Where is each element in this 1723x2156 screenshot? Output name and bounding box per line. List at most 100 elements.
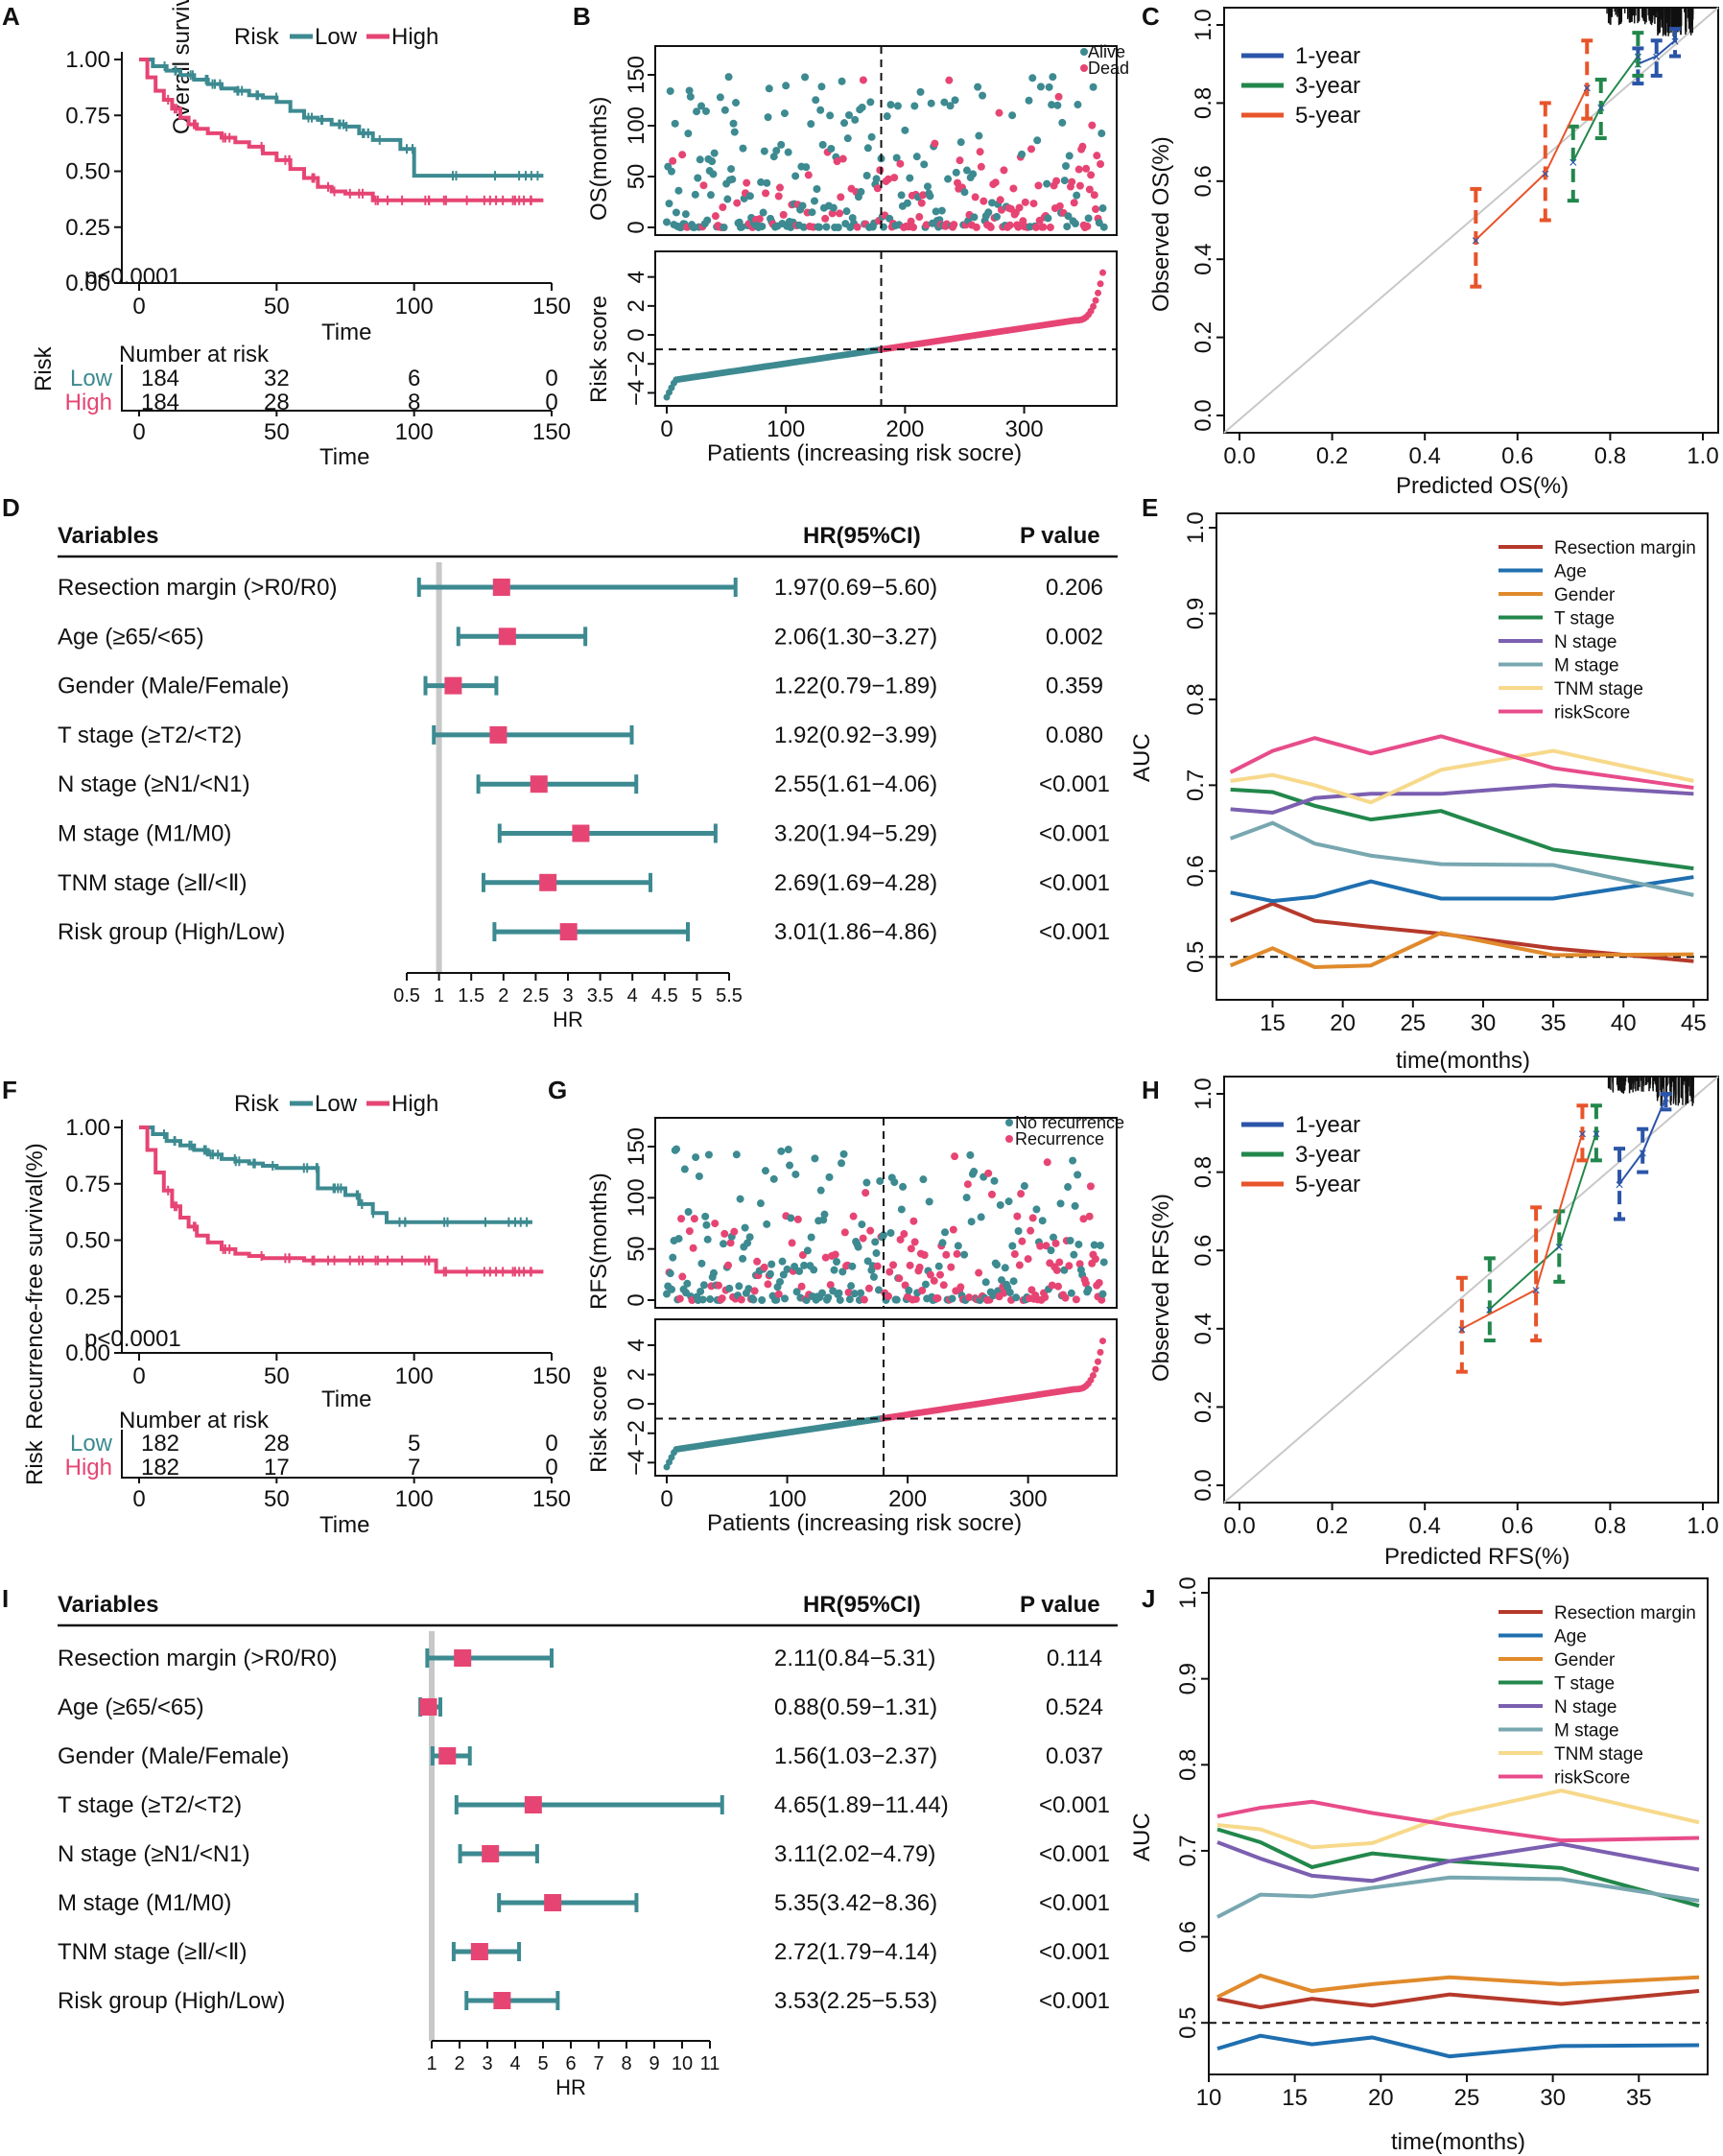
patient-dot [843, 134, 852, 143]
forest-variable-label: T stage (≥T2/<T2) [58, 1792, 242, 1818]
forest-variable-label: Resection margin (>R0/R0) [58, 575, 337, 601]
auc-line-gender [1229, 931, 1694, 970]
patient-dot [724, 1261, 733, 1269]
forest-variable-label: M stage (M1/M0) [58, 821, 231, 847]
patient-dot [879, 1231, 887, 1240]
patient-dot [866, 1226, 875, 1235]
patient-dot [962, 1194, 971, 1202]
patient-dot [1065, 1262, 1074, 1270]
patient-dot [820, 1210, 829, 1219]
calibration-point: × [1670, 34, 1679, 50]
patient-dot [701, 1212, 710, 1220]
forest-hr-marker [444, 676, 462, 695]
calibration-point: × [1531, 1283, 1540, 1299]
patient-dot [730, 1227, 739, 1236]
risk-table-xlabel: Time [319, 1512, 369, 1538]
patient-dot [1099, 223, 1108, 231]
x-tick-label: 0 [660, 416, 673, 442]
x-tick-label: 0.5 [393, 985, 420, 1007]
y-tick-label: 0.8 [1191, 87, 1216, 119]
patient-dot [791, 172, 800, 180]
patient-dot [684, 130, 693, 138]
patient-dot [763, 1220, 771, 1228]
legend-label-3-year: 3-year [1295, 73, 1360, 99]
patient-dot [922, 221, 931, 229]
x-tick-label: 1 [426, 2053, 437, 2074]
patient-dot [970, 213, 979, 222]
patient-dot [765, 84, 773, 93]
calibration-point: × [1485, 1302, 1494, 1318]
patient-dot [1071, 220, 1079, 228]
patient-dot [726, 1239, 735, 1247]
patient-dot [1053, 101, 1062, 109]
patient-dot [989, 1291, 998, 1300]
patient-dot [1090, 1241, 1098, 1249]
risk-table-title: Number at risk [119, 1408, 270, 1433]
panel-label-a: A [2, 2, 20, 31]
forest-variable-label: TNM stage (≥Ⅱ/<Ⅱ) [58, 1939, 248, 1965]
risk-table-count: 0 [545, 390, 557, 415]
patient-dot [802, 163, 811, 172]
legend-label: Resection margin [1554, 538, 1696, 558]
patient-dot [666, 86, 674, 95]
patient-dot [1074, 1171, 1082, 1179]
calibration-point: × [1652, 50, 1661, 66]
patient-dot [753, 1257, 762, 1266]
patient-dot [674, 1234, 683, 1243]
calib-xlabel: Predicted OS(%) [1396, 473, 1569, 499]
patient-dot [1055, 1258, 1064, 1267]
patient-dot [776, 1277, 785, 1286]
patient-dot [1074, 165, 1083, 174]
patient-dot [934, 1262, 943, 1270]
x-tick-label: 150 [532, 419, 571, 445]
patient-dot [769, 1174, 778, 1183]
risk-table-axes [121, 1430, 552, 1479]
legend-norecurrence-dot [1005, 1119, 1013, 1126]
risk-table-count: 184 [141, 390, 179, 415]
calibration-point: × [1592, 1126, 1600, 1143]
auc-line-riskscore [1216, 1799, 1700, 1843]
patient-dot [799, 223, 808, 231]
km-legend-title: Risk [234, 24, 280, 50]
patient-dot [1015, 1261, 1024, 1269]
patient-dot [693, 107, 701, 116]
patient-dot [1008, 1242, 1017, 1250]
patient-dot [840, 1228, 849, 1237]
patient-dot [917, 199, 926, 207]
patient-dot [981, 1278, 990, 1287]
patient-dot [988, 199, 997, 207]
auc-line-n-stage [1230, 783, 1694, 816]
patient-dot [1013, 1212, 1022, 1220]
patient-dot [1021, 198, 1029, 206]
patient-dot [963, 1180, 972, 1189]
patient-dot [930, 1276, 938, 1285]
patient-dot [952, 168, 960, 177]
patient-dot [699, 181, 708, 190]
patient-dot [1079, 1215, 1088, 1223]
patient-dot [1061, 1293, 1070, 1302]
patient-dot [1031, 223, 1040, 231]
forest-p-value: 0.114 [1047, 1646, 1102, 1671]
x-tick-label: 0.0 [1223, 443, 1255, 469]
legend-label: riskScore [1554, 1768, 1630, 1789]
patient-dot [941, 1228, 950, 1237]
patient-dot [840, 119, 849, 128]
auc-frame [1208, 1577, 1709, 2075]
panel-label-f: F [2, 1076, 17, 1104]
patient-dot [786, 1161, 794, 1170]
x-tick-label: 0 [132, 1486, 145, 1512]
legend-label: T stage [1554, 1674, 1615, 1694]
x-tick-label: 0.6 [1501, 443, 1533, 469]
patient-dot [1096, 1241, 1104, 1249]
y-tick-label: 0.4 [1191, 244, 1216, 275]
riskscore-frame [654, 1318, 1118, 1477]
x-tick-label: 35 [1626, 2085, 1652, 2111]
patient-dot [663, 1290, 671, 1298]
auc-line-resection-margin [1216, 1989, 1700, 2010]
patient-dot [1028, 1214, 1037, 1222]
patient-dot [681, 210, 690, 219]
x-tick-label: 50 [264, 294, 290, 320]
patient-dot [838, 1159, 846, 1168]
patient-dot [703, 216, 712, 225]
patient-dot [886, 101, 895, 109]
